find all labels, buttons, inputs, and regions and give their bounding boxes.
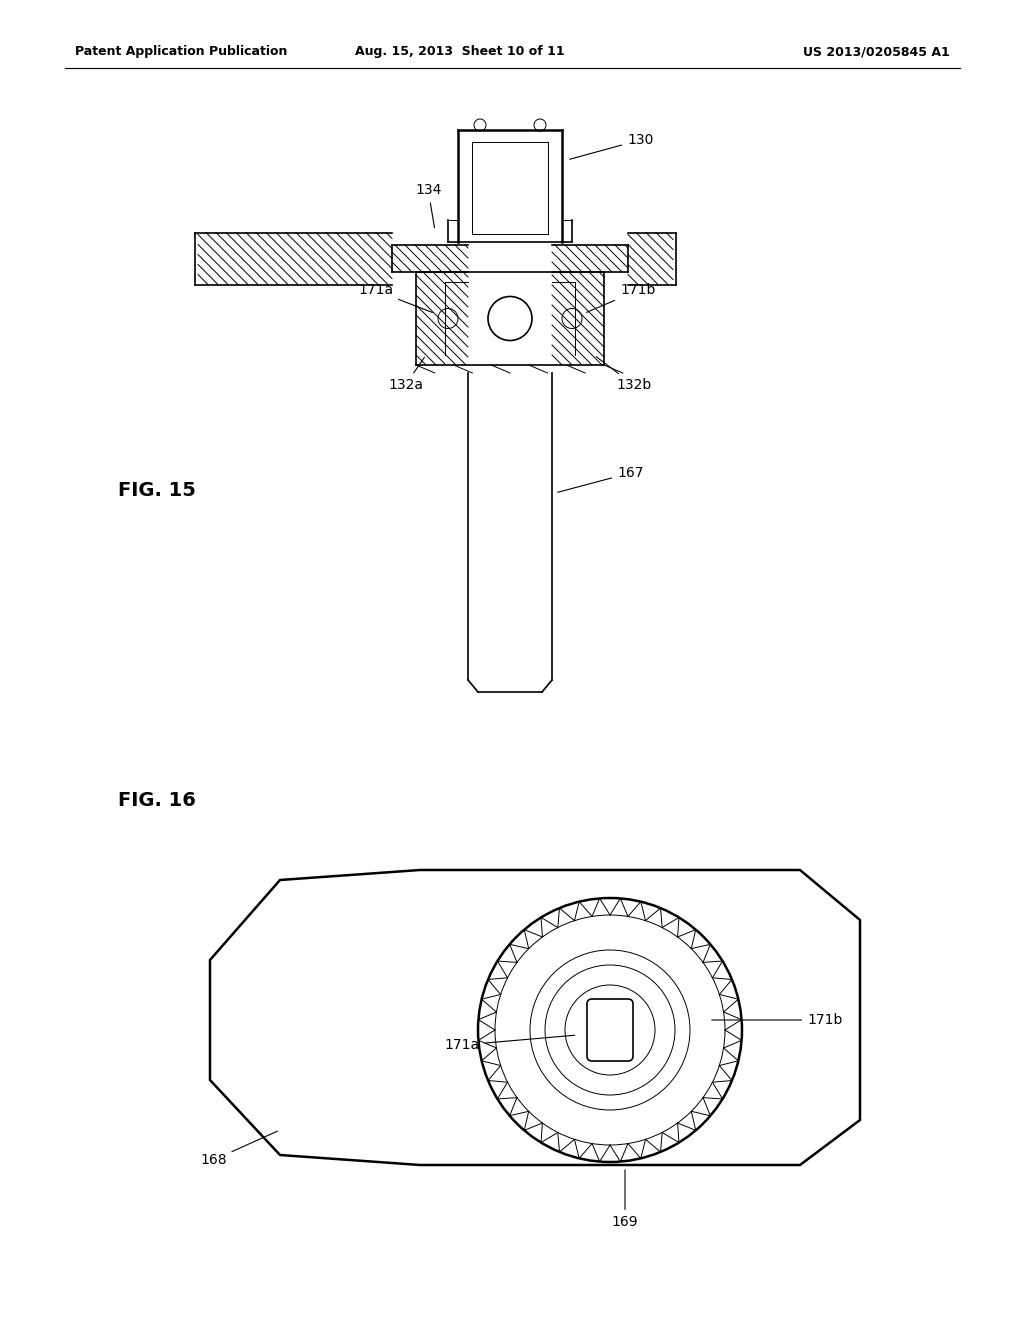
Text: Aug. 15, 2013  Sheet 10 of 11: Aug. 15, 2013 Sheet 10 of 11 bbox=[355, 45, 565, 58]
Text: 167: 167 bbox=[558, 466, 643, 492]
Text: US 2013/0205845 A1: US 2013/0205845 A1 bbox=[803, 45, 950, 58]
Text: Patent Application Publication: Patent Application Publication bbox=[75, 45, 288, 58]
Text: 132a: 132a bbox=[388, 358, 424, 392]
Text: 168: 168 bbox=[200, 1131, 278, 1167]
Text: 134: 134 bbox=[415, 183, 441, 228]
Text: 171b: 171b bbox=[712, 1012, 843, 1027]
Text: 130: 130 bbox=[569, 133, 653, 160]
Text: 171b: 171b bbox=[587, 284, 655, 313]
Text: 171a: 171a bbox=[444, 1035, 574, 1052]
Text: FIG. 16: FIG. 16 bbox=[118, 791, 196, 809]
Text: 169: 169 bbox=[611, 1170, 638, 1229]
Text: 132b: 132b bbox=[596, 356, 651, 392]
Text: 171a: 171a bbox=[358, 284, 432, 313]
Text: FIG. 15: FIG. 15 bbox=[118, 480, 196, 499]
